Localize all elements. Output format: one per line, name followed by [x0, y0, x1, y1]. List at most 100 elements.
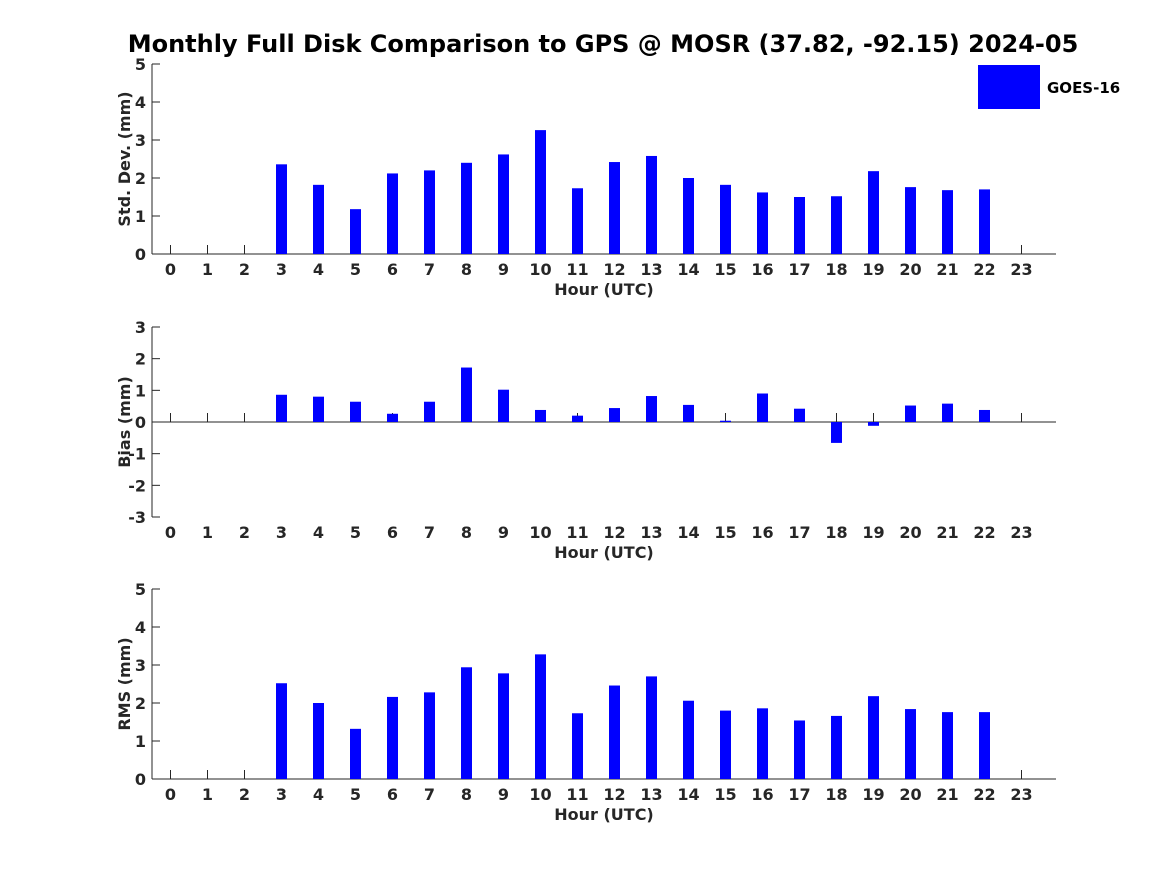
- rms-x-tick-label: 4: [313, 785, 324, 804]
- rms-bar-hour-17: [794, 720, 805, 779]
- bias-bar-hour-7: [424, 401, 435, 422]
- std-dev-bar-hour-21: [942, 190, 953, 254]
- bias-bar-hour-14: [683, 404, 694, 422]
- std-dev-bar-hour-5: [350, 209, 361, 254]
- rms-bar-hour-13: [646, 676, 657, 779]
- rms-x-tick-label: 18: [825, 785, 847, 804]
- std-dev-y-tick-label: 5: [135, 55, 146, 74]
- std-dev-x-tick-label: 16: [751, 260, 773, 279]
- rms-bar-hour-5: [350, 728, 361, 779]
- rms-bar-hour-6: [387, 696, 398, 779]
- bias-x-tick-label: 4: [313, 523, 324, 542]
- rms-x-tick-label: 5: [350, 785, 361, 804]
- rms-bar-hour-9: [498, 673, 509, 779]
- bias-bar-hour-16: [757, 393, 768, 422]
- rms-y-tick-label: 0: [135, 770, 146, 789]
- std-dev-x-tick-label: 19: [862, 260, 884, 279]
- bias-x-tick-label: 14: [677, 523, 699, 542]
- bias-x-tick-label: 12: [603, 523, 625, 542]
- bias-bar-hour-15: [720, 420, 731, 422]
- bias-bar-hour-22: [979, 409, 990, 422]
- rms-x-tick-label: 11: [566, 785, 588, 804]
- std-dev-bar-hour-11: [572, 188, 583, 254]
- bias-y-tick-label: -1: [128, 445, 146, 464]
- figure-title: Monthly Full Disk Comparison to GPS @ MO…: [128, 30, 1079, 58]
- bias-x-tick-label: 6: [387, 523, 398, 542]
- std-dev-x-tick-label: 7: [424, 260, 435, 279]
- rms-y-tick-label: 5: [135, 580, 146, 599]
- std-dev-y-tick-label: 2: [135, 169, 146, 188]
- std-dev-x-axis-label: Hour (UTC): [554, 280, 654, 299]
- std-dev-y-tick-label: 4: [135, 93, 146, 112]
- bias-bar-hour-18: [831, 422, 842, 443]
- std-dev-x-tick-label: 14: [677, 260, 699, 279]
- bias-x-tick-label: 11: [566, 523, 588, 542]
- rms-x-tick-label: 0: [165, 785, 176, 804]
- std-dev-x-tick-label: 12: [603, 260, 625, 279]
- rms-x-tick-label: 9: [498, 785, 509, 804]
- rms-bar-hour-15: [720, 710, 731, 779]
- bias-y-axis-label: Bias (mm): [115, 376, 134, 468]
- bias-x-tick-label: 20: [899, 523, 921, 542]
- std-dev-y-tick-label: 0: [135, 245, 146, 264]
- std-dev-bar-hour-15: [720, 184, 731, 254]
- rms-bar-hour-4: [313, 703, 324, 779]
- std-dev-x-tick-label: 20: [899, 260, 921, 279]
- rms-x-tick-label: 7: [424, 785, 435, 804]
- bias-x-tick-label: 17: [788, 523, 810, 542]
- rms-x-tick-label: 21: [936, 785, 958, 804]
- std-dev-x-tick-label: 2: [239, 260, 250, 279]
- std-dev-y-tick-label: 1: [135, 207, 146, 226]
- bias-y-tick-label: 1: [135, 381, 146, 400]
- rms-bar-hour-8: [461, 667, 472, 779]
- bias-x-axis-label: Hour (UTC): [554, 543, 654, 562]
- rms-x-tick-label: 13: [640, 785, 662, 804]
- legend-label-goes16: GOES-16: [1047, 79, 1120, 97]
- std-dev-bar-hour-4: [313, 184, 324, 254]
- rms-y-tick-label: 3: [135, 656, 146, 675]
- rms-x-tick-label: 10: [529, 785, 551, 804]
- bias-x-tick-label: 22: [973, 523, 995, 542]
- std-dev-y-axis-label: Std. Dev. (mm): [115, 91, 134, 226]
- bias-bar-hour-20: [905, 405, 916, 422]
- std-dev-bar-hour-12: [609, 162, 620, 254]
- rms-x-tick-label: 1: [202, 785, 213, 804]
- std-dev-x-tick-label: 13: [640, 260, 662, 279]
- rms-x-tick-label: 8: [461, 785, 472, 804]
- rms-x-tick-label: 23: [1010, 785, 1032, 804]
- bias-x-tick-label: 5: [350, 523, 361, 542]
- std-dev-x-tick-label: 18: [825, 260, 847, 279]
- std-dev-bar-hour-18: [831, 196, 842, 254]
- rms-x-tick-label: 14: [677, 785, 699, 804]
- std-dev-x-tick-label: 22: [973, 260, 995, 279]
- bias-bar-hour-6: [387, 413, 398, 422]
- rms-x-tick-label: 6: [387, 785, 398, 804]
- rms-x-tick-label: 17: [788, 785, 810, 804]
- rms-bar-hour-19: [868, 696, 879, 779]
- bias-x-tick-label: 23: [1010, 523, 1032, 542]
- rms-bar-hour-11: [572, 713, 583, 779]
- rms-bar-hour-10: [535, 654, 546, 779]
- std-dev-x-tick-label: 5: [350, 260, 361, 279]
- rms-y-tick-label: 4: [135, 618, 146, 637]
- bias-bar-hour-5: [350, 401, 361, 422]
- rms-x-tick-label: 20: [899, 785, 921, 804]
- rms-y-axis-label: RMS (mm): [115, 637, 134, 730]
- std-dev-x-tick-label: 17: [788, 260, 810, 279]
- std-dev-x-tick-label: 0: [165, 260, 176, 279]
- rms-x-tick-label: 19: [862, 785, 884, 804]
- rms-bar-hour-14: [683, 700, 694, 779]
- bias-bar-hour-10: [535, 409, 546, 422]
- bias-y-tick-label: -2: [128, 476, 146, 495]
- rms-x-tick-label: 15: [714, 785, 736, 804]
- std-dev-x-tick-label: 4: [313, 260, 324, 279]
- rms-bar-hour-18: [831, 715, 842, 779]
- bias-x-tick-label: 15: [714, 523, 736, 542]
- bias-x-tick-label: 18: [825, 523, 847, 542]
- std-dev-x-tick-label: 15: [714, 260, 736, 279]
- rms-bar-hour-7: [424, 692, 435, 779]
- rms-x-axis-label: Hour (UTC): [554, 805, 654, 824]
